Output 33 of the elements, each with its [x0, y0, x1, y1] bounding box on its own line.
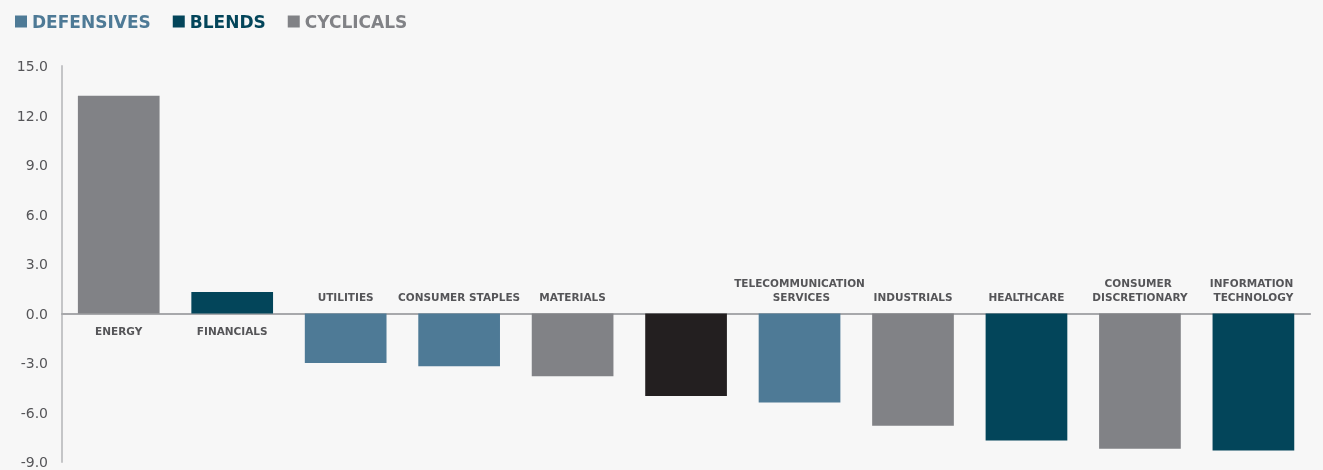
- legend-label: CYCLICALS: [304, 11, 408, 32]
- y-tick-label: 9.0: [25, 157, 48, 173]
- bar: [418, 313, 500, 367]
- x-tick-label: CONSUMER STAPLES: [398, 290, 521, 303]
- bar: [1099, 313, 1181, 449]
- bar: [758, 313, 841, 403]
- x-tick-label: UTILITIES: [317, 290, 374, 303]
- x-tick-label: CONSUMER DISCRETIONARY: [1092, 276, 1188, 303]
- y-tick-label: 12.0: [16, 107, 48, 124]
- y-tick-label: -6.0: [20, 404, 48, 421]
- bar: [531, 313, 614, 377]
- y-tick-label: 0.0: [25, 305, 48, 322]
- bar: [191, 292, 274, 314]
- y-tick-label: -9.0: [20, 454, 48, 470]
- y-tick-label: 15.0: [16, 58, 48, 74]
- x-tick-label: ENERGY: [95, 324, 143, 337]
- x-tick-label: INDUSTRIALS: [873, 290, 953, 303]
- y-tick-label: -3.0: [20, 355, 48, 371]
- bar: [77, 95, 160, 314]
- y-tick-label: 3.0: [25, 256, 48, 272]
- bar: [645, 313, 727, 396]
- legend-label: DEFENSIVES: [32, 11, 151, 32]
- x-tick-label: INFORMATION TECHNOLOGY: [1209, 276, 1297, 303]
- bar: [1212, 313, 1295, 451]
- x-tick-label: FINANCIALS: [196, 324, 268, 337]
- y-tick-label: 6.0: [25, 206, 48, 223]
- legend-label: BLENDS: [189, 11, 266, 32]
- bar: [872, 313, 954, 426]
- x-tick-label: MATERIALS: [539, 290, 606, 303]
- bar: [304, 313, 387, 363]
- bar: [985, 313, 1068, 441]
- x-tick-label: TELECOMMUNICATION SERVICES: [734, 276, 865, 303]
- x-tick-label: HEALTHCARE: [988, 290, 1065, 303]
